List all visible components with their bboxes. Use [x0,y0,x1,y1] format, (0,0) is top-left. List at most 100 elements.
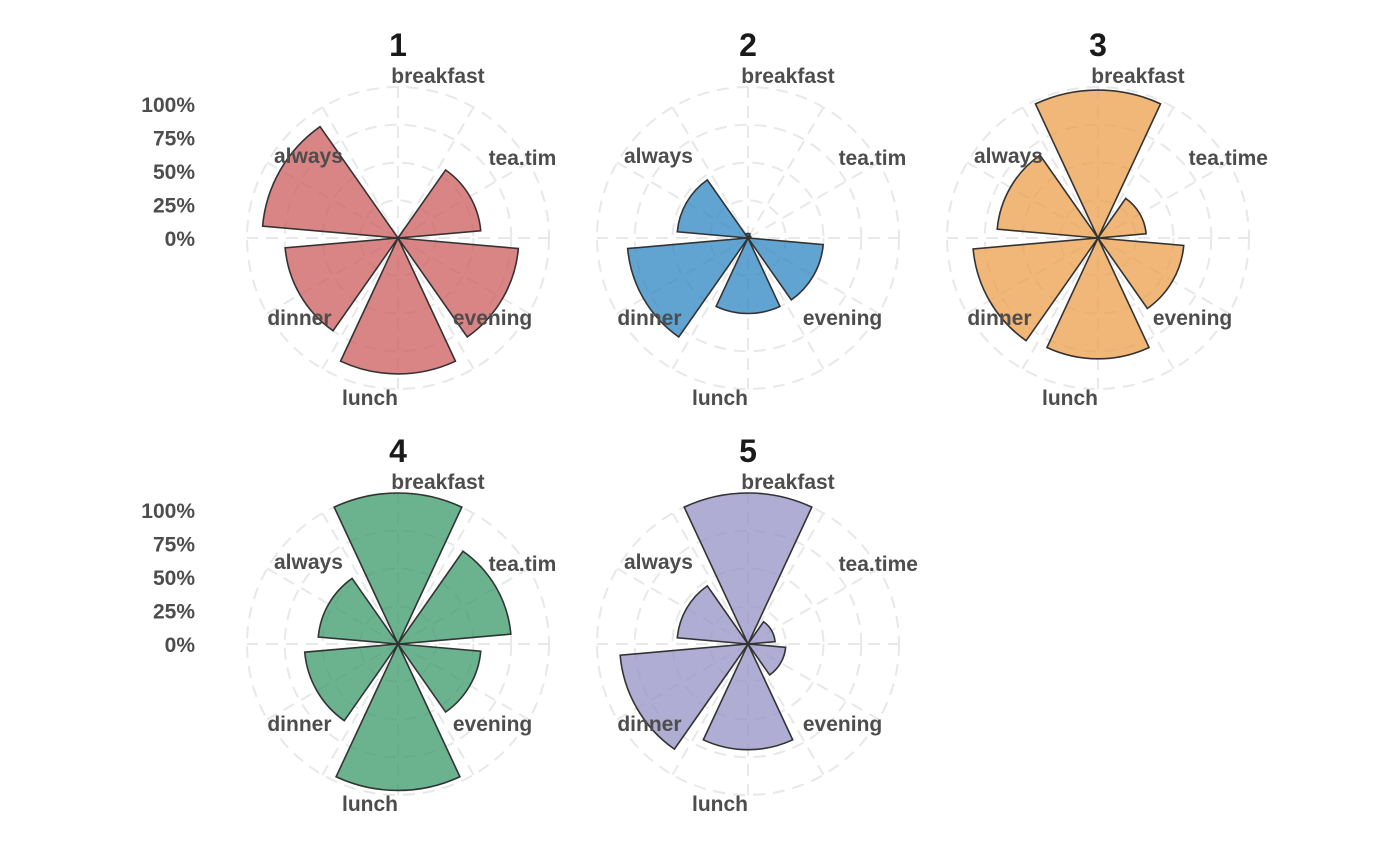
radial-tick-label: 0% [165,634,196,657]
category-label-tea-time: tea.tim [489,147,557,170]
grid-spoke [671,106,749,239]
category-label-dinner: dinner [267,307,331,330]
category-label-always: always [624,145,693,168]
grid-spoke [671,237,749,370]
category-label-dinner: dinner [617,713,681,736]
grid-ring [359,199,437,277]
radial-tick-label: 50% [153,161,195,184]
grid-spoke [747,237,825,370]
grid-ring [283,123,513,353]
category-label-breakfast: breakfast [1091,65,1184,88]
wedge-evening [746,237,825,301]
grid-spoke [397,106,475,239]
category-label-tea-time: tea.time [839,553,918,576]
wedge-breakfast [1034,89,1162,240]
wedge-dinner [619,643,750,751]
wedge-lunch [339,236,457,375]
category-label-evening: evening [453,307,532,330]
category-label-lunch: lunch [1042,387,1098,410]
grid-ring [983,123,1213,353]
wedge-tea-time [1096,197,1148,239]
grid-spoke [747,106,825,239]
wedge-lunch [715,236,781,315]
grid-ring [633,529,863,759]
category-label-breakfast: breakfast [391,471,484,494]
grid-spoke [397,237,475,370]
category-label-tea-time: tea.time [1189,147,1268,170]
category-label-lunch: lunch [342,793,398,816]
wedge-tea-time [746,620,776,645]
grid-spoke [671,643,749,776]
wedge-evening [396,643,482,714]
wedge-evening [746,643,787,677]
grid-ring [671,161,825,315]
wedge-dinner [284,237,400,332]
wedge-always [676,178,750,239]
panel-title: 4 [389,433,407,469]
grid-spoke [1097,237,1175,370]
grid-spoke [1021,106,1099,239]
grid-spoke [321,643,399,776]
grid-ring [1021,161,1175,315]
category-label-always: always [974,145,1043,168]
wedge-always [261,125,400,239]
category-label-lunch: lunch [342,387,398,410]
wedge-dinner [972,237,1100,342]
grid-spoke [1097,106,1175,239]
grid-ring [671,567,825,721]
category-label-lunch: lunch [692,793,748,816]
grid-ring [283,529,513,759]
category-label-always: always [274,145,343,168]
radial-tick-label: 100% [141,94,195,117]
wedge-tea-time [396,168,482,239]
grid-ring [321,161,475,315]
category-label-breakfast: breakfast [391,65,484,88]
grid-spoke [321,106,399,239]
wedge-lunch [335,642,461,792]
grid-spoke [1021,237,1099,370]
panel-title: 1 [389,27,407,63]
grid-ring [1059,199,1137,277]
category-label-evening: evening [803,307,882,330]
radial-tick-label: 75% [153,534,195,557]
wedge-always [676,584,750,645]
category-label-lunch: lunch [692,387,748,410]
wedge-tea-time [396,550,512,645]
wedge-dinner [303,643,400,722]
wedge-lunch [1045,236,1151,360]
category-label-always: always [274,551,343,574]
grid-spoke [321,237,399,370]
category-label-breakfast: breakfast [741,471,834,494]
wedge-always [317,577,400,645]
wedge-evening [1096,237,1185,310]
radial-tick-label: 0% [165,228,196,251]
category-label-evening: evening [453,713,532,736]
category-label-tea-time: tea.tim [489,553,557,576]
category-label-evening: evening [803,713,882,736]
radial-tick-label: 25% [153,601,195,624]
radial-tick-label: 75% [153,128,195,151]
wedge-always [996,154,1100,239]
category-label-always: always [624,551,693,574]
category-label-dinner: dinner [617,307,681,330]
grid-ring [321,567,475,721]
grid-spoke [671,512,749,645]
category-label-tea-time: tea.tim [839,147,907,170]
radial-tick-label: 50% [153,567,195,590]
wedge-dinner [626,237,750,339]
grid-spoke [397,643,475,776]
radial-tick-label: 25% [153,195,195,218]
grid-spoke [747,512,825,645]
grid-spoke [397,512,475,645]
wedge-evening [396,237,520,339]
grid-spoke [747,161,880,239]
grid-spoke [747,643,825,776]
panel-title: 2 [739,27,757,63]
category-label-dinner: dinner [267,713,331,736]
